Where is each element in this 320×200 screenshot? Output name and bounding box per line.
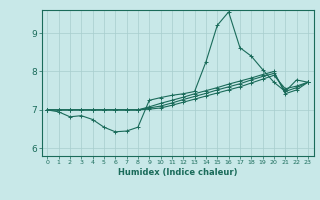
X-axis label: Humidex (Indice chaleur): Humidex (Indice chaleur) xyxy=(118,168,237,177)
